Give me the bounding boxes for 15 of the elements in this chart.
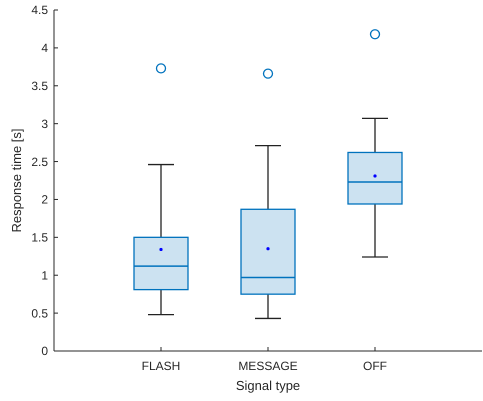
y-tick-label: 3 bbox=[41, 116, 48, 131]
y-tick-label: 4 bbox=[41, 41, 48, 56]
y-tick-label: 0 bbox=[41, 344, 48, 358]
y-tick-label: 2 bbox=[41, 192, 48, 207]
y-tick-label: 1 bbox=[41, 268, 48, 282]
y-tick-label: 2.5 bbox=[31, 154, 48, 169]
y-tick-label: 0.5 bbox=[31, 306, 48, 320]
x-tick-label: OFF bbox=[363, 359, 387, 373]
y-tick-label: 4.5 bbox=[31, 3, 48, 18]
x-tick-label: FLASH bbox=[142, 359, 180, 373]
y-axis-title: Response time [s] bbox=[9, 128, 24, 233]
x-axis-title: Signal type bbox=[236, 378, 300, 393]
y-tick-label: 1.5 bbox=[31, 230, 48, 245]
x-tick-label: MESSAGE bbox=[238, 359, 298, 373]
y-tick-label: 3.5 bbox=[31, 78, 48, 93]
